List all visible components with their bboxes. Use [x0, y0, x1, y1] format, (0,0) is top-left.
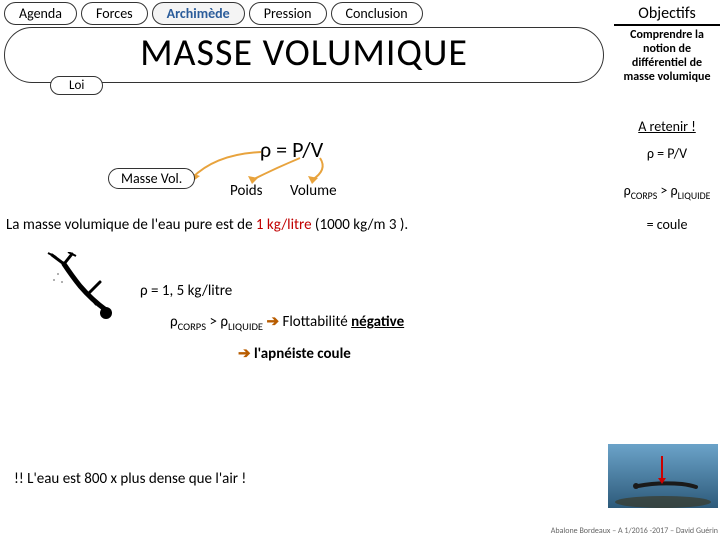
sidebar-desc: Comprendre la notion de différentiel de …: [614, 28, 720, 90]
tab-archimede[interactable]: Archimède: [152, 2, 245, 25]
rho-example: ρ = 1, 5 kg/litre: [140, 282, 232, 300]
coule-line: ➔ l'apnéiste coule: [238, 344, 351, 363]
flot-label: Flottabilité: [279, 313, 351, 331]
sidebar: Objectifs Comprendre la notion de différ…: [614, 4, 720, 233]
line1-a: La masse volumique de l'eau pure est de: [6, 216, 256, 234]
line1-density: 1 kg/litre: [256, 216, 312, 234]
underwater-image: [608, 444, 718, 508]
nav-tabs: Agenda Forces Archimède Pression Conclus…: [0, 0, 720, 25]
tab-forces[interactable]: Forces: [81, 2, 148, 25]
rho-corps: ρCORPS > ρLIQUIDE: [170, 313, 263, 331]
sidebar-eq: = coule: [614, 216, 720, 233]
poids-label: Poids: [230, 182, 263, 200]
coule-text: l'apnéiste coule: [254, 345, 351, 363]
loi-button[interactable]: Loi: [50, 76, 103, 95]
line1-c: (1000 kg/m 3 ).: [312, 216, 409, 234]
footnote: !! L'eau est 800 x plus dense que l'air …: [14, 470, 246, 488]
sidebar-heading: Objectifs: [614, 4, 720, 26]
masse-vol-button[interactable]: Masse Vol.: [108, 168, 195, 189]
title-box: MASSE VOLUMIQUE: [4, 27, 604, 83]
tab-conclusion[interactable]: Conclusion: [331, 2, 423, 25]
body-line1: La masse volumique de l'eau pure est de …: [6, 216, 596, 234]
page-title: MASSE VOLUMIQUE: [15, 30, 593, 76]
tab-agenda[interactable]: Agenda: [4, 2, 77, 25]
arrow-icon: ➔: [266, 313, 279, 331]
arrow-icon: ➔: [238, 345, 251, 363]
credit-text: Abalone Bordeaux – A 1/2016 -2017 – Davi…: [551, 526, 718, 536]
inequality-line: ρCORPS > ρLIQUIDE ➔ Flottabilité négativ…: [170, 312, 404, 333]
sidebar-retenir: A retenir !: [614, 118, 720, 135]
sidebar-ineq: ρCORPS > ρLIQUIDE: [614, 182, 720, 202]
diver-icon: [44, 252, 124, 328]
sidebar-formula: ρ = P/V: [614, 145, 720, 162]
volume-label: Volume: [290, 182, 337, 200]
tab-pression[interactable]: Pression: [249, 2, 327, 25]
flot-neg: négative: [351, 313, 404, 331]
